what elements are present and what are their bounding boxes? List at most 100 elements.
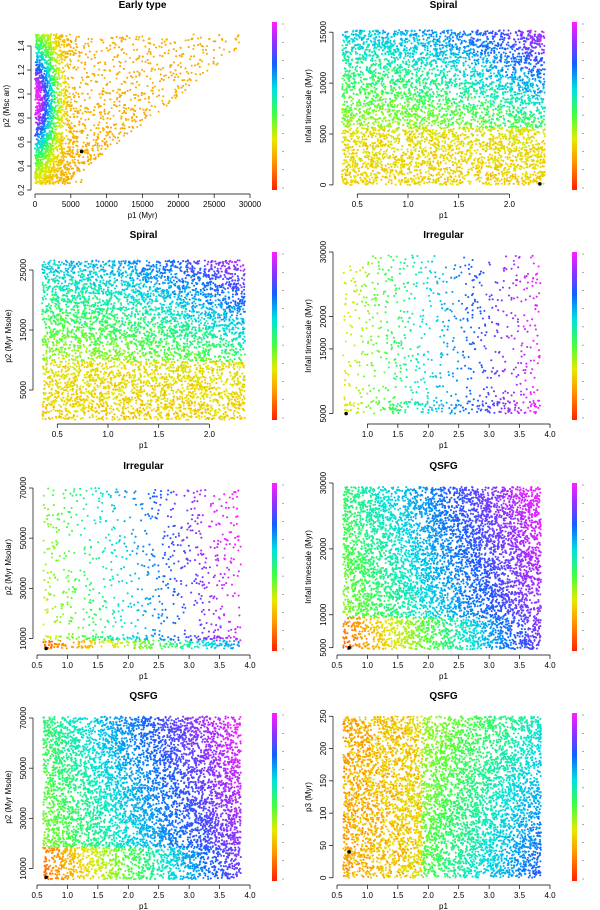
data-point [67, 182, 69, 184]
data-point [108, 111, 110, 113]
data-point [148, 42, 150, 44]
data-point [119, 100, 121, 102]
data-point [87, 56, 89, 58]
data-point [175, 55, 177, 57]
data-point [73, 47, 75, 49]
data-point [66, 161, 68, 163]
data-point [122, 127, 124, 129]
data-point [199, 43, 201, 45]
data-point [97, 74, 99, 76]
data-point [199, 66, 201, 68]
data-point [55, 72, 57, 74]
data-point [173, 61, 175, 63]
data-point [144, 117, 146, 119]
data-point [158, 45, 160, 47]
data-point [66, 173, 68, 175]
data-point [199, 73, 201, 75]
data-point [65, 171, 67, 173]
data-point [133, 119, 135, 121]
data-point [205, 49, 207, 51]
data-point [65, 142, 67, 144]
data-point [84, 119, 86, 121]
data-point [172, 72, 174, 74]
data-point [48, 100, 50, 102]
data-point [78, 36, 80, 38]
data-point [59, 83, 61, 85]
data-point [109, 70, 111, 72]
data-point [119, 65, 121, 67]
data-point [139, 108, 141, 110]
data-point [139, 120, 141, 122]
data-point [66, 44, 68, 46]
data-point [55, 91, 57, 93]
data-point [99, 131, 101, 133]
data-point [97, 124, 99, 126]
data-point [174, 76, 176, 78]
data-point [93, 109, 95, 111]
data-point [86, 142, 88, 144]
data-point [72, 77, 74, 79]
data-point [158, 111, 160, 113]
data-point [175, 50, 177, 52]
data-point [104, 138, 106, 140]
data-point [97, 149, 99, 151]
data-point [174, 41, 176, 43]
data-point [130, 130, 132, 132]
data-point [128, 37, 130, 39]
data-point [46, 86, 48, 88]
data-point [72, 113, 74, 115]
data-point [135, 121, 137, 123]
data-point [122, 92, 124, 94]
data-point [197, 64, 199, 66]
data-point [98, 127, 100, 129]
data-point [148, 101, 150, 103]
data-point [76, 36, 78, 38]
data-point [84, 61, 86, 63]
data-point [76, 101, 78, 103]
data-point [96, 144, 98, 146]
data-point [194, 64, 196, 66]
data-point [100, 113, 102, 115]
data-point [107, 50, 109, 52]
data-point [141, 60, 143, 62]
point-cloud [34, 33, 240, 185]
data-point [169, 71, 171, 73]
data-point [184, 67, 186, 69]
data-point [99, 61, 101, 63]
data-point [228, 51, 230, 53]
data-point [83, 141, 85, 143]
data-point [219, 47, 221, 49]
data-point [91, 89, 93, 91]
data-point [76, 116, 78, 118]
panel-title: Early type [119, 0, 167, 11]
data-point [167, 52, 169, 54]
data-point [124, 128, 126, 130]
data-point [116, 91, 118, 93]
data-point [63, 92, 65, 94]
data-point [120, 127, 122, 129]
data-point [116, 142, 118, 144]
data-point [93, 134, 95, 136]
data-point [191, 72, 193, 74]
data-point [130, 99, 132, 101]
data-point [73, 156, 75, 158]
data-point [43, 73, 45, 75]
data-point [146, 53, 148, 55]
data-point [87, 134, 89, 136]
data-point [138, 84, 140, 86]
data-point [115, 123, 117, 125]
data-point [105, 148, 107, 150]
data-point [91, 148, 93, 150]
data-point [61, 44, 63, 46]
data-point [178, 87, 180, 89]
data-point [63, 103, 65, 105]
data-point [206, 70, 208, 72]
data-point [69, 96, 71, 98]
data-point [57, 88, 59, 90]
data-point [136, 71, 138, 73]
data-point [54, 85, 56, 87]
data-point [86, 137, 88, 139]
data-point [63, 59, 65, 61]
data-point [187, 72, 189, 74]
data-point [112, 115, 114, 117]
